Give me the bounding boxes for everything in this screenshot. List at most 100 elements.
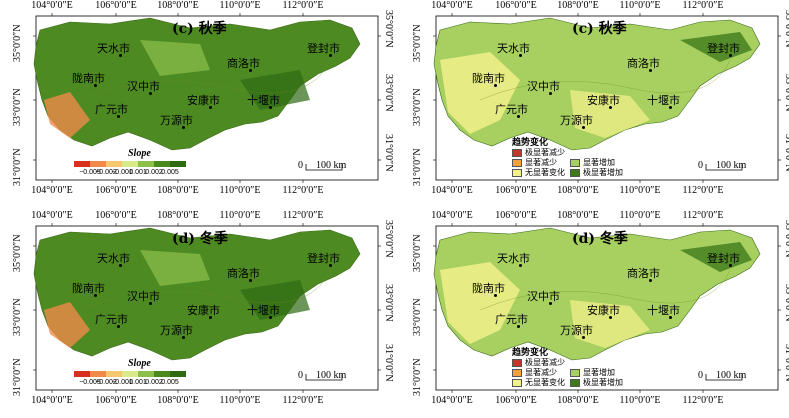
city-label: 万源市 [160,114,193,127]
map-panel-d-trend: 104°0′0″E 106°0′0″E 108°0′0″E 110°0′0″E 112°… [400,210,789,418]
city-marker [729,54,732,57]
tick-label-top: 108°0′0″E [557,210,599,221]
city-label: 商洛市 [227,57,260,70]
map-canvas [33,13,381,183]
no-change-zone [440,262,520,344]
slope-tick-label: 0.005 [161,169,179,176]
city-label: 登封市 [307,42,340,55]
scale-zero: 0 [298,160,303,171]
trend-legend-item: 极显著增加 [570,377,623,388]
slope-color-swatch [138,161,154,167]
strong-increase-zone [680,242,752,272]
tick-label-bottom: 110°0′0″E [219,395,261,406]
trend-legend-item: 无显著变化 [512,167,565,178]
city-label: 汉中市 [127,290,160,303]
city-marker [119,264,122,267]
scale-zero: 0 [698,160,703,171]
city-label: 十堰市 [647,94,680,107]
trend-legend-item: 显著增加 [570,367,615,378]
trend-label: 显著增加 [583,368,615,377]
city-marker [149,92,152,95]
river-line [79,269,331,311]
slope-color-swatch [170,371,186,377]
tick-label-left: 35°0′0″N [412,24,423,62]
city-marker [669,316,672,319]
map-frame [35,225,379,391]
city-marker [669,106,672,109]
slope-tick-label: −0.001 [111,169,133,176]
slope-tick-label: −0.002 [95,379,117,386]
city-label: 广元市 [95,103,128,116]
slope-tick-label: 0.001 [129,379,147,386]
tick-label-top: 106°0′0″E [95,0,137,11]
tick-label-bottom: 106°0′0″E [95,185,137,196]
city-label: 天水市 [97,42,130,55]
tick-label-left: 33°0′0″N [412,88,423,126]
city-label: 陇南市 [472,72,505,85]
scale-bar [705,164,743,171]
city-marker [517,115,520,118]
tick-label-bottom: 104°0′0″E [31,185,73,196]
city-marker [729,264,732,267]
slope-tick-label: 0.002 [145,379,163,386]
trend-label: 显著增加 [583,158,615,167]
trend-label: 无显著变化 [525,168,565,177]
slope-tick-label: 0.005 [161,379,179,386]
no-change-zone [440,52,520,134]
river-line [79,59,331,101]
tick-label-bottom: 106°0′0″E [495,185,537,196]
tick-label-bottom: 104°0′0″E [431,395,473,406]
scale-bar [305,374,343,381]
city-label: 陇南市 [72,282,105,295]
city-marker [119,54,122,57]
map-panel-c-trend: 104°0′0″E 106°0′0″E 108°0′0″E 110°0′0″E 112°… [400,0,789,208]
tick-label-left: 31°0′0″N [412,148,423,186]
study-region [433,17,761,151]
trend-swatch [570,158,580,167]
city-marker [209,316,212,319]
city-marker [519,54,522,57]
trend-label: 显著减少 [525,368,557,377]
tick-label-left: 33°0′0″N [12,298,23,336]
city-label: 安康市 [187,94,220,107]
city-marker [329,54,332,57]
city-marker [549,92,552,95]
tick-label-left: 33°0′0″N [12,88,23,126]
slope-tick-label: 0.001 [129,169,147,176]
slope-color-swatch [154,371,170,377]
trend-swatch [570,368,580,377]
tick-label-right: 33°0′0″N [783,74,789,112]
tick-label-right: 35°0′0″N [383,220,394,258]
city-marker [582,126,585,129]
map-canvas [433,223,781,393]
trend-swatch [512,148,522,157]
tick-label-top: 110°0′0″E [619,0,661,11]
map-frame [35,15,379,181]
tick-label-right: 35°0′0″N [383,10,394,48]
river-line [479,269,731,311]
city-label: 广元市 [495,103,528,116]
city-marker [117,325,120,328]
tick-label-bottom: 108°0′0″E [157,395,199,406]
city-marker [494,84,497,87]
trend-legend-item: 极显著增加 [570,167,623,178]
tick-label-right: 31°0′0″N [783,344,789,382]
slope-color-swatch [170,161,186,167]
city-label: 万源市 [560,114,593,127]
tick-label-bottom: 112°0′0″E [282,395,324,406]
slope-color-swatch [154,161,170,167]
trend-swatch [512,168,522,177]
tick-label-left: 35°0′0″N [412,234,423,272]
city-label: 安康市 [187,304,220,317]
slope-color-swatch [74,371,90,377]
trend-legend-title: 趋势变化 [512,348,549,358]
tick-label-left: 31°0′0″N [412,358,423,396]
trend-swatch [512,368,522,377]
city-marker [94,294,97,297]
scale-distance: 100 km [316,160,347,171]
trend-label: 极显著增加 [583,168,623,177]
tick-label-top: 106°0′0″E [95,210,137,221]
map-panel-d-slope: 104°0′0″E 106°0′0″E 108°0′0″E 110°0′0″E 112°… [0,210,394,418]
scale-zero: 0 [298,370,303,381]
tick-label-top: 104°0′0″E [31,0,73,11]
